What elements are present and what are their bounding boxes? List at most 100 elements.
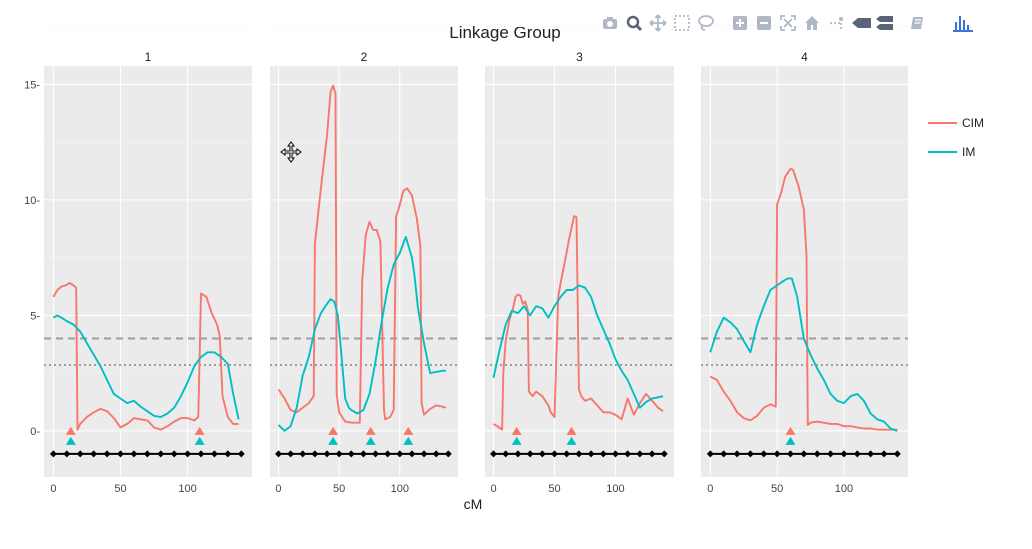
marker-point[interactable] bbox=[184, 450, 192, 458]
peak-marker-cim[interactable] bbox=[328, 426, 339, 435]
hover-compare-button[interactable] bbox=[874, 12, 896, 34]
pan-button[interactable] bbox=[648, 12, 670, 34]
peak-marker-im[interactable] bbox=[566, 436, 577, 445]
series-line-im[interactable] bbox=[277, 235, 446, 432]
autoscale-button[interactable] bbox=[778, 12, 800, 34]
peak-marker-cim[interactable] bbox=[403, 426, 414, 435]
marker-point[interactable] bbox=[502, 450, 510, 458]
peak-marker-cim[interactable] bbox=[194, 426, 205, 435]
marker-point[interactable] bbox=[880, 450, 888, 458]
facet-panel-2[interactable]: 2 0 50 100 bbox=[270, 26, 458, 495]
edit-in-chart-studio-button[interactable] bbox=[908, 12, 930, 34]
marker-point[interactable] bbox=[299, 450, 307, 458]
series-line-cim[interactable] bbox=[277, 84, 447, 424]
marker-point[interactable] bbox=[867, 450, 875, 458]
marker-point[interactable] bbox=[170, 450, 178, 458]
marker-point[interactable] bbox=[420, 450, 428, 458]
marker-point[interactable] bbox=[575, 450, 583, 458]
plotly-logo-button[interactable] bbox=[952, 12, 974, 34]
marker-point[interactable] bbox=[116, 450, 124, 458]
marker-point[interactable] bbox=[444, 450, 452, 458]
marker-point[interactable] bbox=[773, 450, 781, 458]
marker-point[interactable] bbox=[853, 450, 861, 458]
marker-point[interactable] bbox=[563, 450, 571, 458]
marker-point[interactable] bbox=[237, 450, 245, 458]
peak-marker-cim[interactable] bbox=[566, 426, 577, 435]
marker-point[interactable] bbox=[372, 450, 380, 458]
peak-marker-im[interactable] bbox=[785, 436, 796, 445]
marker-point[interactable] bbox=[224, 450, 232, 458]
marker-point[interactable] bbox=[359, 450, 367, 458]
box-select-button[interactable] bbox=[672, 12, 694, 34]
marker-point[interactable] bbox=[323, 450, 331, 458]
marker-point[interactable] bbox=[210, 450, 218, 458]
marker-point[interactable] bbox=[287, 450, 295, 458]
series-line-cim[interactable] bbox=[52, 282, 239, 431]
marker-point[interactable] bbox=[49, 450, 57, 458]
marker-point[interactable] bbox=[347, 450, 355, 458]
marker-point[interactable] bbox=[335, 450, 343, 458]
marker-point[interactable] bbox=[157, 450, 165, 458]
legend-item-im[interactable]: IM bbox=[928, 145, 975, 159]
marker-point[interactable] bbox=[384, 450, 392, 458]
marker-point[interactable] bbox=[786, 450, 794, 458]
marker-point[interactable] bbox=[526, 450, 534, 458]
marker-point[interactable] bbox=[538, 450, 546, 458]
legend-item-cim[interactable]: CIM bbox=[928, 116, 984, 130]
peak-marker-im[interactable] bbox=[65, 436, 76, 445]
marker-point[interactable] bbox=[130, 450, 138, 458]
marker-point[interactable] bbox=[760, 450, 768, 458]
peak-marker-im[interactable] bbox=[511, 436, 522, 445]
marker-point[interactable] bbox=[599, 450, 607, 458]
series-line-cim[interactable] bbox=[492, 215, 664, 431]
marker-point[interactable] bbox=[706, 450, 714, 458]
marker-point[interactable] bbox=[648, 450, 656, 458]
hover-closest-button[interactable] bbox=[850, 12, 872, 34]
peak-marker-cim[interactable] bbox=[785, 426, 796, 435]
peak-marker-im[interactable] bbox=[365, 436, 376, 445]
marker-point[interactable] bbox=[800, 450, 808, 458]
spike-lines-button[interactable] bbox=[826, 12, 848, 34]
zoom-button[interactable] bbox=[624, 12, 646, 34]
marker-point[interactable] bbox=[197, 450, 205, 458]
facet-panel-1[interactable]: 1 0 50 100 bbox=[44, 26, 252, 495]
marker-point[interactable] bbox=[274, 450, 282, 458]
peak-marker-im[interactable] bbox=[328, 436, 339, 445]
marker-point[interactable] bbox=[636, 450, 644, 458]
zoom-in-button[interactable] bbox=[730, 12, 752, 34]
lasso-select-button[interactable] bbox=[696, 12, 718, 34]
peak-marker-im[interactable] bbox=[403, 436, 414, 445]
marker-point[interactable] bbox=[408, 450, 416, 458]
marker-point[interactable] bbox=[611, 450, 619, 458]
reset-axes-button[interactable] bbox=[802, 12, 824, 34]
camera-button[interactable] bbox=[600, 12, 622, 34]
marker-point[interactable] bbox=[840, 450, 848, 458]
series-line-im[interactable] bbox=[492, 284, 664, 409]
marker-point[interactable] bbox=[63, 450, 71, 458]
marker-point[interactable] bbox=[551, 450, 559, 458]
marker-point[interactable] bbox=[76, 450, 84, 458]
peak-marker-cim[interactable] bbox=[65, 426, 76, 435]
series-line-im[interactable] bbox=[709, 277, 898, 432]
peak-marker-cim[interactable] bbox=[511, 426, 522, 435]
marker-point[interactable] bbox=[311, 450, 319, 458]
marker-point[interactable] bbox=[432, 450, 440, 458]
zoom-out-button[interactable] bbox=[754, 12, 776, 34]
marker-point[interactable] bbox=[143, 450, 151, 458]
peak-marker-cim[interactable] bbox=[365, 426, 376, 435]
marker-point[interactable] bbox=[827, 450, 835, 458]
marker-point[interactable] bbox=[813, 450, 821, 458]
legend[interactable]: CIM IM bbox=[928, 116, 984, 159]
marker-point[interactable] bbox=[103, 450, 111, 458]
marker-point[interactable] bbox=[624, 450, 632, 458]
marker-point[interactable] bbox=[746, 450, 754, 458]
marker-point[interactable] bbox=[733, 450, 741, 458]
marker-point[interactable] bbox=[90, 450, 98, 458]
marker-point[interactable] bbox=[893, 450, 901, 458]
marker-point[interactable] bbox=[396, 450, 404, 458]
marker-point[interactable] bbox=[514, 450, 522, 458]
series-line-im[interactable] bbox=[52, 314, 240, 420]
marker-point[interactable] bbox=[490, 450, 498, 458]
facet-panel-4[interactable]: 4 0 50 100 bbox=[701, 26, 908, 495]
